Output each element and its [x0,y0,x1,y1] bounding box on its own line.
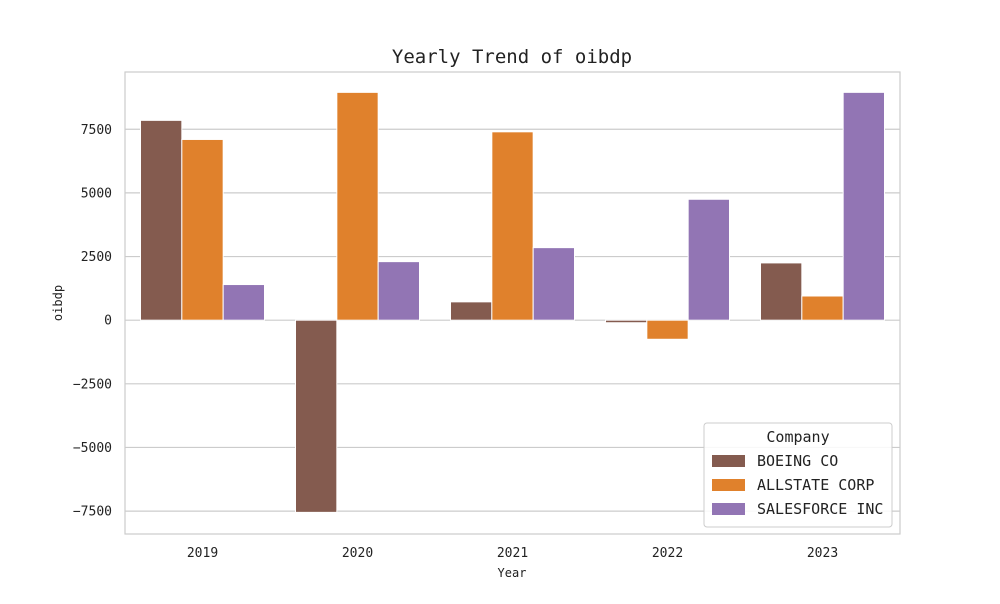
bar [336,91,379,321]
plot-frame [124,71,901,535]
bar [842,91,886,321]
legend-items: BOEING CO ALLSTATE CORP SALESFORCE INC [712,452,883,518]
y-axis-label: oibdp [51,285,65,321]
bar [687,198,731,321]
y-tick-label: −5000 [73,441,112,456]
y-tick-label: 5000 [81,186,112,201]
legend-swatch [712,455,745,467]
x-tick-label: 2020 [342,546,373,561]
bar [532,247,576,321]
y-tick-label: −2500 [73,377,112,392]
x-tick-label: 2021 [497,546,528,561]
bar [377,261,420,321]
bar [140,119,183,321]
bar [222,284,266,321]
bar [295,319,338,513]
bar [491,131,534,321]
bar [646,319,689,340]
legend-label: ALLSTATE CORP [757,476,874,494]
y-tick-label: 2500 [81,250,112,265]
x-tick-label: 2019 [187,546,218,561]
bar [450,301,493,321]
bar [760,262,803,321]
legend-swatch [712,503,745,515]
legend-label: BOEING CO [757,452,838,470]
y-tick-label: 7500 [81,123,112,138]
y-tick-label: −7500 [73,505,112,520]
bars [140,91,886,513]
legend-label: SALESFORCE INC [757,500,883,518]
x-tick-label: 2022 [652,546,683,561]
bar [181,138,224,321]
y-tick-label: 0 [104,314,112,329]
legend-box [703,422,893,528]
legend-swatch [712,479,745,491]
x-axis-ticks: 2019 2020 2021 2022 2023 [187,546,838,561]
chart-title: Yearly Trend of oibdp [392,46,632,68]
x-axis-label: Year [498,566,527,580]
x-tick-label: 2023 [807,546,838,561]
y-axis-ticks: −7500 −5000 −2500 0 2500 5000 7500 [73,123,112,520]
legend-title: Company [766,428,829,446]
legend: Company BOEING CO ALLSTATE CORP SALESFORCE… [703,422,893,528]
bar [801,295,844,321]
bar [605,319,648,324]
